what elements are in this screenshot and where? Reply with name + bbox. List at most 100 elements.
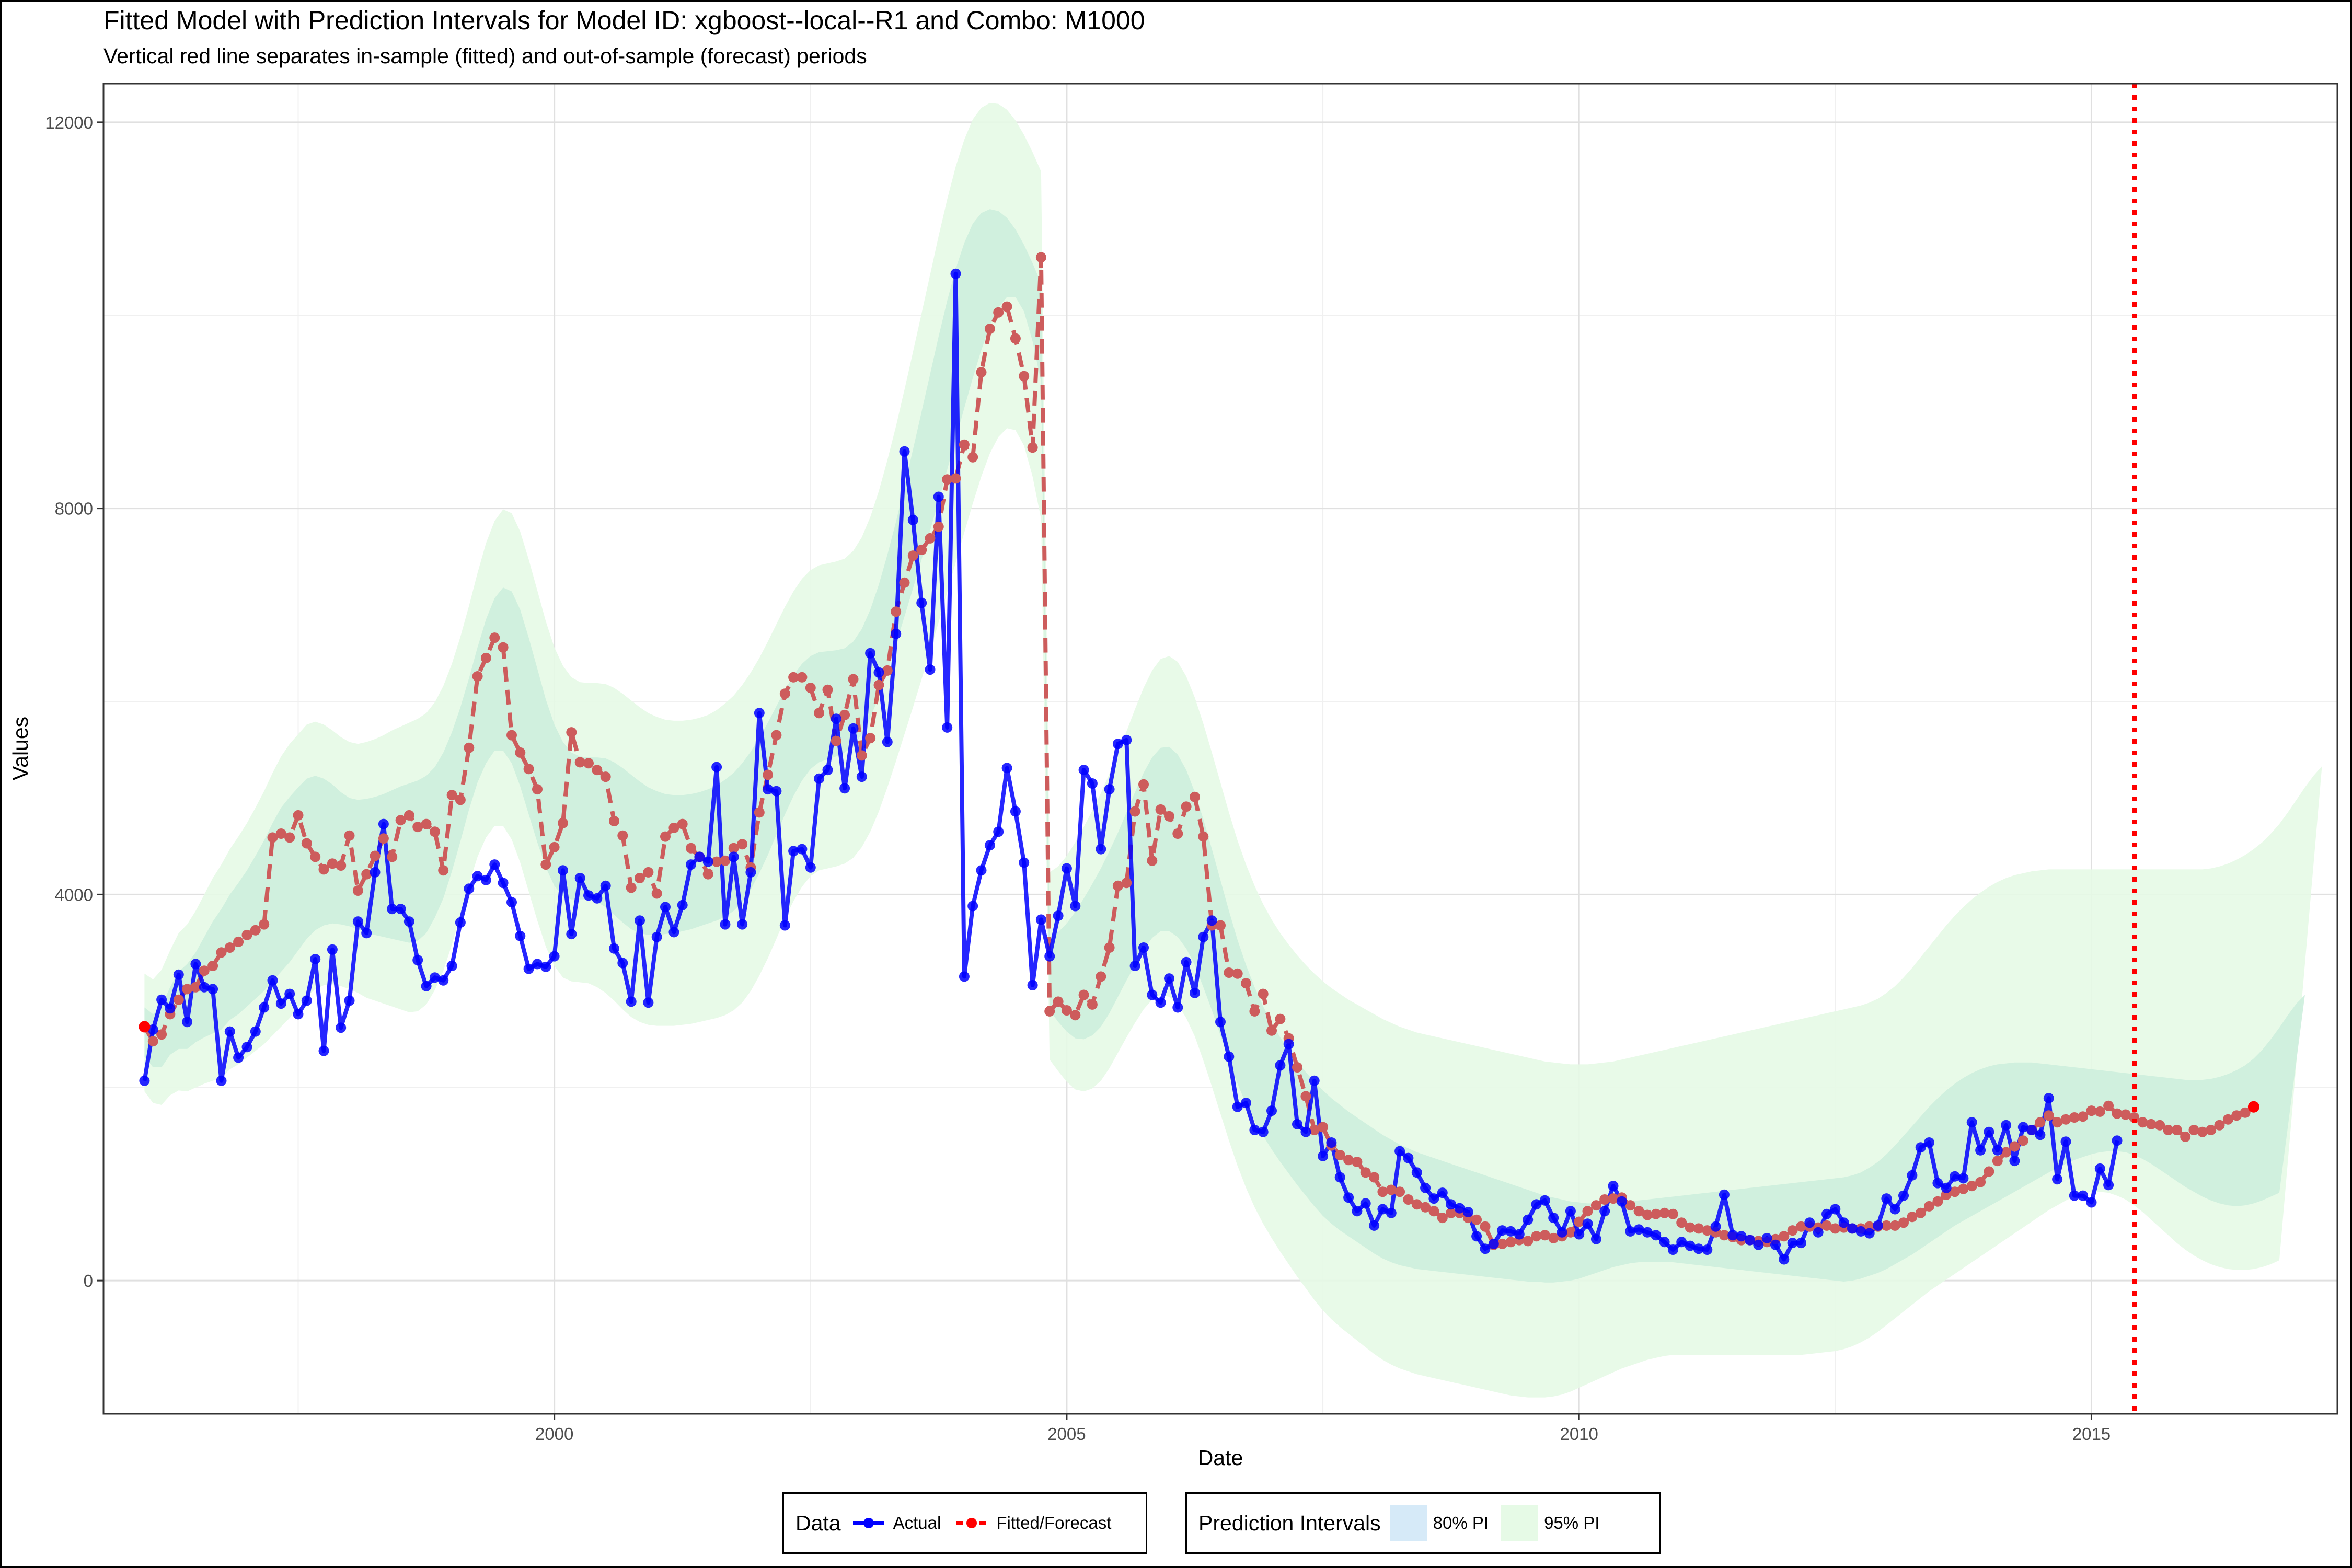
- actual-point: [284, 988, 295, 999]
- actual-point: [1557, 1227, 1567, 1238]
- actual-point: [1932, 1178, 1943, 1189]
- fitted-point: [1548, 1232, 1559, 1243]
- actual-point: [873, 667, 884, 678]
- fitted-point: [925, 533, 936, 544]
- fitted-point: [2103, 1100, 2114, 1111]
- actual-point: [1001, 763, 1012, 774]
- actual-point: [1164, 973, 1174, 984]
- fitted-point: [2094, 1106, 2105, 1117]
- actual-point: [1497, 1225, 1508, 1236]
- actual-point: [1147, 989, 1158, 1000]
- forecast-end-point: [2247, 1101, 2259, 1113]
- actual-point: [1582, 1218, 1593, 1229]
- actual-point: [2001, 1120, 2012, 1131]
- fitted-point: [1796, 1221, 1806, 1232]
- fitted-point: [635, 873, 645, 883]
- actual-point: [1625, 1226, 1636, 1237]
- fitted-point: [831, 735, 841, 746]
- x-axis-title: Date: [1198, 1446, 1243, 1470]
- fitted-point: [2163, 1125, 2174, 1135]
- fitted-point: [327, 858, 338, 869]
- fitted-point: [2240, 1107, 2251, 1118]
- actual-point: [1172, 1002, 1183, 1013]
- actual-point: [438, 975, 449, 986]
- fitted-point: [865, 733, 876, 744]
- actual-point: [301, 995, 312, 1006]
- fitted-point: [2060, 1114, 2071, 1125]
- fitted-point: [967, 452, 978, 463]
- actual-point: [1053, 910, 1064, 921]
- actual-point: [822, 765, 833, 776]
- fitted-point: [446, 790, 457, 801]
- fitted-point: [1232, 968, 1243, 979]
- fitted-point: [2086, 1105, 2097, 1116]
- fitted-point: [2112, 1108, 2123, 1119]
- actual-point: [856, 771, 867, 782]
- fitted-point: [1078, 989, 1089, 1000]
- fitted-point: [1651, 1208, 1662, 1219]
- fitted-point: [822, 684, 833, 695]
- fitted-point: [156, 1029, 167, 1040]
- legend-pi95-key: [1501, 1505, 1538, 1541]
- fitted-point: [412, 822, 423, 833]
- fitted-point: [1966, 1181, 1977, 1192]
- fitted-point: [438, 865, 449, 876]
- actual-point: [1309, 1075, 1320, 1086]
- actual-point: [677, 900, 688, 910]
- fitted-point: [2171, 1125, 2182, 1135]
- actual-point: [549, 951, 560, 962]
- actual-point: [1138, 942, 1149, 953]
- actual-point: [310, 954, 321, 965]
- fitted-point: [1181, 801, 1192, 812]
- fitted-point: [873, 679, 884, 690]
- legend-pi80-key: [1390, 1505, 1427, 1541]
- actual-point: [421, 981, 432, 991]
- actual-point: [1190, 987, 1200, 998]
- actual-point: [1369, 1220, 1380, 1231]
- fitted-point: [1787, 1225, 1798, 1236]
- actual-point: [336, 1022, 347, 1033]
- fitted-point: [882, 665, 893, 676]
- fitted-point: [2214, 1120, 2225, 1131]
- actual-point: [156, 994, 167, 1005]
- fitted-point: [1061, 1005, 1072, 1016]
- actual-point: [523, 963, 534, 974]
- actual-point: [1258, 1126, 1269, 1137]
- actual-point: [686, 859, 696, 870]
- actual-point: [1215, 1017, 1226, 1028]
- fitted-point: [173, 994, 184, 1005]
- fitted-point: [2146, 1119, 2157, 1129]
- fitted-point: [336, 860, 347, 871]
- series-points: [139, 252, 2259, 1265]
- actual-point: [839, 783, 850, 794]
- actual-point: [1061, 863, 1072, 874]
- actual-point: [1796, 1238, 1806, 1249]
- actual-point: [190, 959, 201, 970]
- fitted-point: [1428, 1206, 1439, 1217]
- fitted-point: [814, 708, 825, 719]
- fitted-point: [1369, 1172, 1380, 1183]
- actual-point: [1292, 1119, 1302, 1129]
- actual-point: [1992, 1145, 2003, 1156]
- actual-point: [788, 846, 799, 857]
- fitted-point: [259, 919, 270, 930]
- actual-point: [1403, 1152, 1414, 1163]
- actual-point: [2103, 1180, 2114, 1191]
- actual-point: [1129, 961, 1140, 971]
- actual-point: [1420, 1182, 1431, 1193]
- legend-intervals: Prediction Intervals 80% PI 95% PI: [1185, 1492, 1661, 1554]
- actual-point: [1727, 1230, 1738, 1241]
- actual-point: [395, 904, 406, 915]
- x-tick-label: 2000: [535, 1424, 573, 1444]
- fitted-point: [1446, 1207, 1457, 1218]
- fitted-point: [2137, 1117, 2148, 1128]
- fitted-point: [301, 838, 312, 849]
- fitted-point: [1992, 1156, 2003, 1167]
- fitted-point: [1035, 252, 1046, 263]
- actual-point: [1181, 956, 1192, 967]
- fitted-point: [224, 942, 235, 953]
- actual-point: [1471, 1231, 1482, 1242]
- fitted-point: [2231, 1110, 2242, 1121]
- fitted-point: [506, 730, 517, 741]
- fitted-point: [2188, 1125, 2199, 1135]
